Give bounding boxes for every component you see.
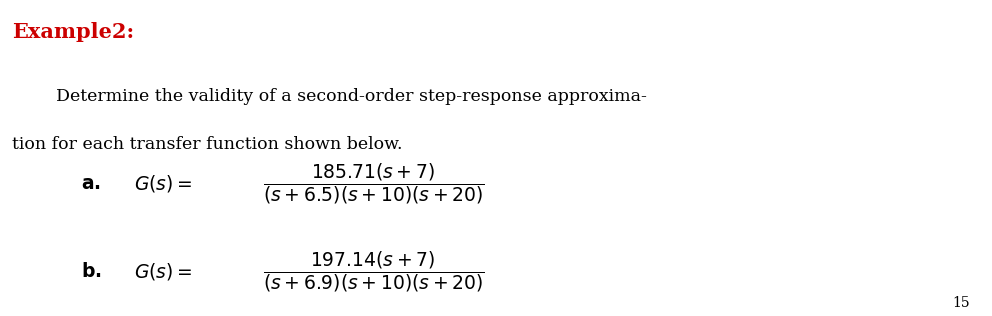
Text: $\dfrac{185.71(s+7)}{(s+6.5)(s+10)(s+20)}$: $\dfrac{185.71(s+7)}{(s+6.5)(s+10)(s+20)…	[263, 161, 485, 206]
Text: $\mathbf{a.}$: $\mathbf{a.}$	[81, 174, 101, 193]
Text: $\dfrac{197.14(s+7)}{(s+6.9)(s+10)(s+20)}$: $\dfrac{197.14(s+7)}{(s+6.9)(s+10)(s+20)…	[263, 249, 485, 294]
Text: 15: 15	[952, 296, 970, 310]
Text: $G(s) =$: $G(s) =$	[134, 261, 192, 282]
Text: $G(s) =$: $G(s) =$	[134, 173, 192, 194]
Text: tion for each transfer function shown below.: tion for each transfer function shown be…	[12, 136, 403, 153]
Text: Example2:: Example2:	[12, 22, 134, 42]
Text: $\mathbf{b.}$: $\mathbf{b.}$	[81, 262, 102, 281]
Text: Determine the validity of a second-order step-response approxima-: Determine the validity of a second-order…	[12, 88, 647, 106]
